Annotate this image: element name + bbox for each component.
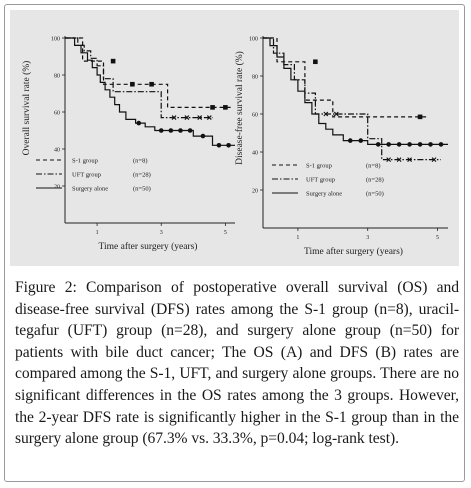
censor-mark bbox=[428, 142, 433, 147]
y-axis-label: Disease-free survival rate (%) bbox=[234, 51, 245, 165]
legend-n: (n=28) bbox=[133, 172, 151, 179]
censor-mark bbox=[386, 142, 391, 147]
x-tick-label: 5 bbox=[224, 230, 227, 236]
km-plots: 100 80 60 40 20 1 3 5 Time after surgery (years)… bbox=[21, 36, 448, 257]
series-line-dashed bbox=[65, 37, 232, 108]
censor-mark bbox=[323, 111, 329, 117]
x-axis-label: Time after surgery (years) bbox=[304, 246, 403, 257]
censor-mark bbox=[396, 142, 402, 147]
censor-mark bbox=[210, 105, 215, 110]
censor-mark bbox=[197, 115, 203, 120]
censor-mark bbox=[417, 142, 423, 147]
censor-mark bbox=[407, 157, 412, 162]
censor-mark bbox=[431, 157, 437, 162]
censor-mark bbox=[417, 114, 423, 120]
censor-mark bbox=[223, 105, 228, 110]
censor-mark bbox=[136, 120, 142, 126]
legend-label: UFT group bbox=[306, 177, 335, 184]
y-tick-label: 40 bbox=[54, 148, 60, 154]
censor-mark bbox=[375, 142, 381, 147]
x-tick-label: 5 bbox=[436, 235, 439, 241]
caption-text: Comparison of postoperative overall surv… bbox=[15, 279, 459, 448]
caption-label: Figure 2: bbox=[15, 279, 77, 296]
y-tick-label: 100 bbox=[51, 37, 60, 43]
legend-label: S-1 group bbox=[72, 158, 98, 165]
censor-mark bbox=[226, 143, 231, 148]
censor-mark bbox=[407, 142, 412, 147]
y-tick-label: 80 bbox=[252, 75, 258, 81]
legend-n: (n=50) bbox=[366, 191, 384, 198]
legend-label: S-1 group bbox=[306, 163, 332, 170]
censor-mark bbox=[130, 81, 135, 87]
y-tick-label: 20 bbox=[252, 189, 258, 195]
legend-label: Surgery alone bbox=[306, 191, 342, 198]
figure: 100 80 60 40 20 1 3 5 Time after surgery (years)… bbox=[4, 4, 465, 482]
series-line-solid bbox=[65, 37, 235, 146]
y-tick-label: 60 bbox=[252, 113, 258, 119]
y-tick-label: 100 bbox=[249, 37, 258, 43]
series-line-dashdot bbox=[65, 37, 213, 119]
censor-mark bbox=[158, 128, 164, 133]
x-tick-label: 3 bbox=[160, 230, 163, 236]
series-line-dashed bbox=[263, 37, 428, 118]
censor-mark bbox=[386, 157, 392, 162]
chart-dfs: 100 80 60 40 20 1 3 5 Time after surgery (years)… bbox=[234, 36, 448, 257]
legend-label: UFT group bbox=[72, 172, 101, 179]
x-tick-label: 3 bbox=[366, 235, 369, 241]
censor-mark bbox=[347, 138, 353, 143]
legend-n: (n=50) bbox=[133, 186, 151, 193]
figure-caption: Figure 2: Comparison of postoperative ov… bbox=[15, 277, 459, 450]
censor-mark bbox=[333, 111, 339, 117]
y-tick-label: 80 bbox=[54, 74, 60, 80]
y-axis-label: Overall survival rate (%) bbox=[21, 61, 32, 156]
censor-mark bbox=[187, 128, 193, 133]
x-tick-label: 1 bbox=[296, 235, 299, 241]
legend-n: (n=28) bbox=[366, 177, 384, 184]
censor-mark bbox=[200, 133, 206, 139]
censor-mark bbox=[110, 58, 116, 64]
censor-mark bbox=[149, 81, 154, 87]
censor-mark bbox=[184, 115, 190, 120]
censor-mark bbox=[216, 143, 222, 148]
censor-mark bbox=[206, 115, 212, 120]
censor-mark bbox=[358, 138, 364, 143]
legend-label: Surgery alone bbox=[72, 186, 108, 193]
censor-mark bbox=[171, 115, 177, 120]
plots-panel: 100 80 60 40 20 1 3 5 Time after surgery (years)… bbox=[10, 10, 459, 266]
censor-mark bbox=[438, 142, 444, 147]
censor-mark bbox=[178, 128, 183, 133]
x-tick-label: 1 bbox=[96, 230, 99, 236]
legend-n: (n=8) bbox=[366, 163, 381, 170]
censor-mark bbox=[168, 128, 174, 133]
x-axis-label: Time after surgery (years) bbox=[99, 241, 198, 252]
series-line-solid bbox=[263, 37, 448, 145]
legend-n: (n=8) bbox=[133, 158, 148, 165]
censor-mark bbox=[313, 59, 318, 65]
series-line-dashdot bbox=[263, 37, 441, 161]
y-tick-label: 60 bbox=[54, 111, 60, 117]
y-tick-label: 40 bbox=[252, 151, 258, 157]
censor-mark bbox=[396, 157, 402, 162]
